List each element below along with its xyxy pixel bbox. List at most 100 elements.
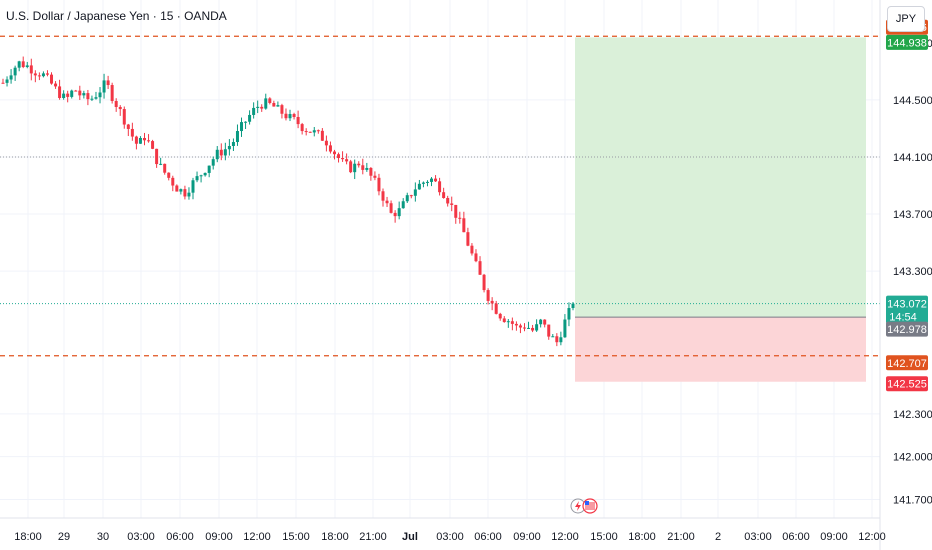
candle-body (175, 185, 179, 192)
candle-body (421, 182, 425, 184)
candle-body (373, 175, 377, 178)
candle-body (462, 218, 466, 233)
candle-body (199, 175, 203, 177)
candle-body (203, 172, 207, 176)
candle-body (215, 149, 219, 160)
candle-body (401, 201, 405, 209)
candle-body (163, 163, 167, 173)
candle-body (45, 73, 49, 75)
candle-body (498, 313, 502, 319)
candle-body (518, 325, 522, 328)
candle-body (490, 300, 494, 304)
candle-body (268, 98, 272, 103)
candle-body (442, 192, 446, 198)
candle-body (478, 261, 482, 275)
time-tick-label: 21:00 (359, 531, 387, 543)
candle-body (357, 163, 361, 166)
candle-body (312, 130, 316, 133)
candle-body (328, 145, 332, 152)
candle-body (361, 165, 365, 170)
candle-body (37, 75, 41, 77)
candle-body (527, 327, 531, 329)
candle-body (434, 178, 438, 182)
target-tag-bg (886, 34, 928, 50)
candle-body (207, 165, 211, 173)
candle-body (425, 181, 429, 183)
countdown-tag: 14:54 (889, 312, 917, 324)
candle-body (466, 232, 470, 246)
time-tick-label: 12:00 (243, 531, 271, 543)
candle-body (510, 321, 514, 324)
target-zone (575, 37, 866, 318)
candle-body (138, 137, 142, 144)
candle-body (385, 200, 389, 204)
candle-body (377, 177, 381, 192)
candle-body (284, 113, 288, 119)
candle-body (316, 130, 320, 132)
candle-body (430, 178, 434, 182)
target-tag: 144.938 (887, 37, 927, 49)
candle-body (118, 106, 122, 110)
candle-body (9, 75, 13, 80)
price-tick-label: 142.000 (893, 452, 932, 464)
candle-body (244, 121, 248, 123)
candle-body (502, 318, 506, 323)
candle-body (486, 290, 490, 301)
candle-body (454, 204, 458, 218)
candle-body (539, 319, 543, 325)
time-tick-label: 06:00 (474, 531, 502, 543)
candle-body (102, 80, 106, 93)
candle-body (531, 327, 535, 331)
candle-body (304, 131, 308, 133)
time-tick-label: 03:00 (127, 531, 155, 543)
candle-body (551, 336, 555, 338)
candle-body (29, 65, 33, 74)
time-tick-label: 18:00 (628, 531, 656, 543)
candle-body (50, 74, 54, 84)
candle-body (547, 324, 551, 337)
stop-zone (575, 317, 866, 382)
symbol-title[interactable]: U.S. Dollar / Japanese Yen · 15 · OANDA (6, 9, 227, 23)
candle-body (381, 191, 385, 201)
level-tag-bg (886, 355, 928, 371)
price-tick-label: 141.700 (893, 494, 932, 506)
candle-body (62, 93, 66, 99)
candle-body (130, 128, 134, 137)
candle-body (151, 141, 155, 149)
candle-body (349, 161, 353, 173)
candle-body (183, 189, 187, 197)
time-tick-label: 15:00 (282, 531, 310, 543)
candle-body (288, 114, 292, 119)
candle-body (106, 80, 110, 86)
candle-body (235, 131, 239, 143)
candle-body (5, 79, 9, 83)
candle-body (195, 176, 199, 181)
candle-body (514, 323, 518, 326)
time-tick-label: 12:00 (858, 531, 886, 543)
candle-body (264, 98, 268, 109)
candle-body (94, 97, 98, 99)
time-tick-label: Jul (402, 531, 418, 543)
candle-body (345, 159, 349, 162)
time-tick-label: 21:00 (667, 531, 695, 543)
time-tick-label: 18:00 (321, 531, 349, 543)
candle-body (470, 245, 474, 254)
candle-body (405, 195, 409, 202)
candle-body (393, 212, 397, 217)
level-tag: 142.707 (887, 358, 927, 370)
candle-body (126, 124, 130, 129)
candle-body (231, 142, 235, 146)
candle-body (74, 90, 78, 92)
candle-body (252, 107, 256, 115)
currency-button[interactable]: JPY (887, 6, 925, 32)
candle-body (280, 105, 284, 114)
candle-body (17, 61, 21, 68)
candle-body (567, 308, 571, 320)
candle-body (296, 116, 300, 125)
candle-body (70, 90, 74, 97)
candle-body (21, 61, 25, 68)
lightning-event-icon (575, 501, 581, 511)
candle-body (227, 145, 231, 150)
